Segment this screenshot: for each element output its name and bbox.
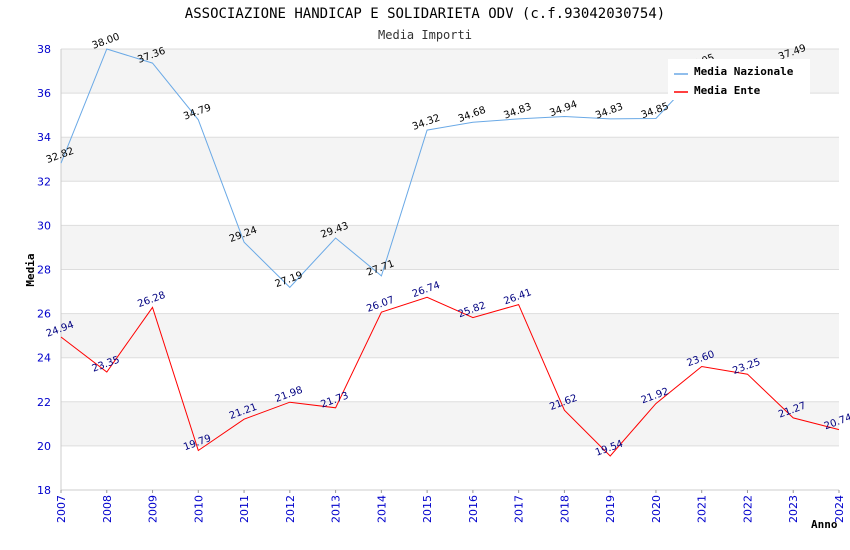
series-line-media-ente bbox=[60, 296, 840, 457]
axes bbox=[60, 49, 840, 493]
plot-band bbox=[61, 137, 839, 182]
plot-background bbox=[61, 49, 839, 490]
x-axis-label: Anno bbox=[811, 518, 838, 531]
x-tick-label: 2015 bbox=[421, 495, 434, 523]
x-tick-label: 2024 bbox=[833, 495, 846, 523]
plot-band bbox=[61, 225, 839, 270]
legend-box bbox=[668, 59, 810, 100]
x-tick-label: 2008 bbox=[101, 495, 114, 523]
x-tick-label: 2013 bbox=[330, 495, 343, 523]
legend-label-ente: Media Ente bbox=[694, 84, 761, 97]
x-tick-label: 2009 bbox=[147, 495, 160, 523]
y-tick-label: 18 bbox=[37, 484, 51, 497]
y-tick-label: 34 bbox=[37, 131, 51, 144]
y-tick-label: 32 bbox=[37, 175, 51, 188]
x-tick-label: 2023 bbox=[787, 495, 800, 523]
x-tick-label: 2017 bbox=[513, 495, 526, 523]
legend: Media Nazionale Media Ente bbox=[668, 59, 810, 100]
legend-label-nazionale: Media Nazionale bbox=[694, 65, 794, 78]
y-tick-labels: 18 20 22 24 26 28 30 32 34 36 38 bbox=[37, 43, 51, 497]
y-tick-label: 26 bbox=[37, 308, 51, 321]
y-tick-label: 38 bbox=[37, 43, 51, 56]
x-tick-label: 2010 bbox=[192, 495, 205, 523]
plot-band bbox=[61, 313, 839, 358]
series-lines bbox=[60, 48, 840, 457]
y-tick-label: 36 bbox=[37, 87, 51, 100]
plot-band bbox=[61, 93, 839, 138]
chart-subtitle: Media Importi bbox=[378, 28, 472, 42]
plot-band bbox=[61, 357, 839, 402]
y-tick-label: 22 bbox=[37, 396, 51, 409]
plot-band bbox=[61, 401, 839, 446]
x-tick-label: 2022 bbox=[741, 495, 754, 523]
plot-band bbox=[61, 445, 839, 490]
plot-band bbox=[61, 269, 839, 314]
x-tick-label: 2012 bbox=[284, 495, 297, 523]
x-tick-label: 2021 bbox=[696, 495, 709, 523]
x-tick-label: 2018 bbox=[558, 495, 571, 523]
y-tick-label: 28 bbox=[37, 264, 51, 277]
y-tick-label: 30 bbox=[37, 219, 51, 232]
x-tick-label: 2016 bbox=[467, 495, 480, 523]
x-tick-labels: 2007 2008 2009 2010 2011 2012 2013 2014 2015 2016… bbox=[55, 495, 846, 523]
y-tick-label: 20 bbox=[37, 440, 51, 453]
x-tick-label: 2007 bbox=[55, 495, 68, 523]
plot-band bbox=[61, 181, 839, 226]
chart-title: ASSOCIAZIONE HANDICAP E SOLIDARIETA ODV … bbox=[185, 6, 665, 22]
x-tick-label: 2020 bbox=[650, 495, 663, 523]
y-tick-label: 24 bbox=[37, 352, 51, 365]
x-tick-label: 2014 bbox=[375, 495, 388, 523]
x-tick-label: 2019 bbox=[604, 495, 617, 523]
x-tick-label: 2011 bbox=[238, 495, 251, 523]
y-axis-label: Media bbox=[24, 253, 37, 286]
series-line-media-nazionale bbox=[60, 48, 794, 289]
